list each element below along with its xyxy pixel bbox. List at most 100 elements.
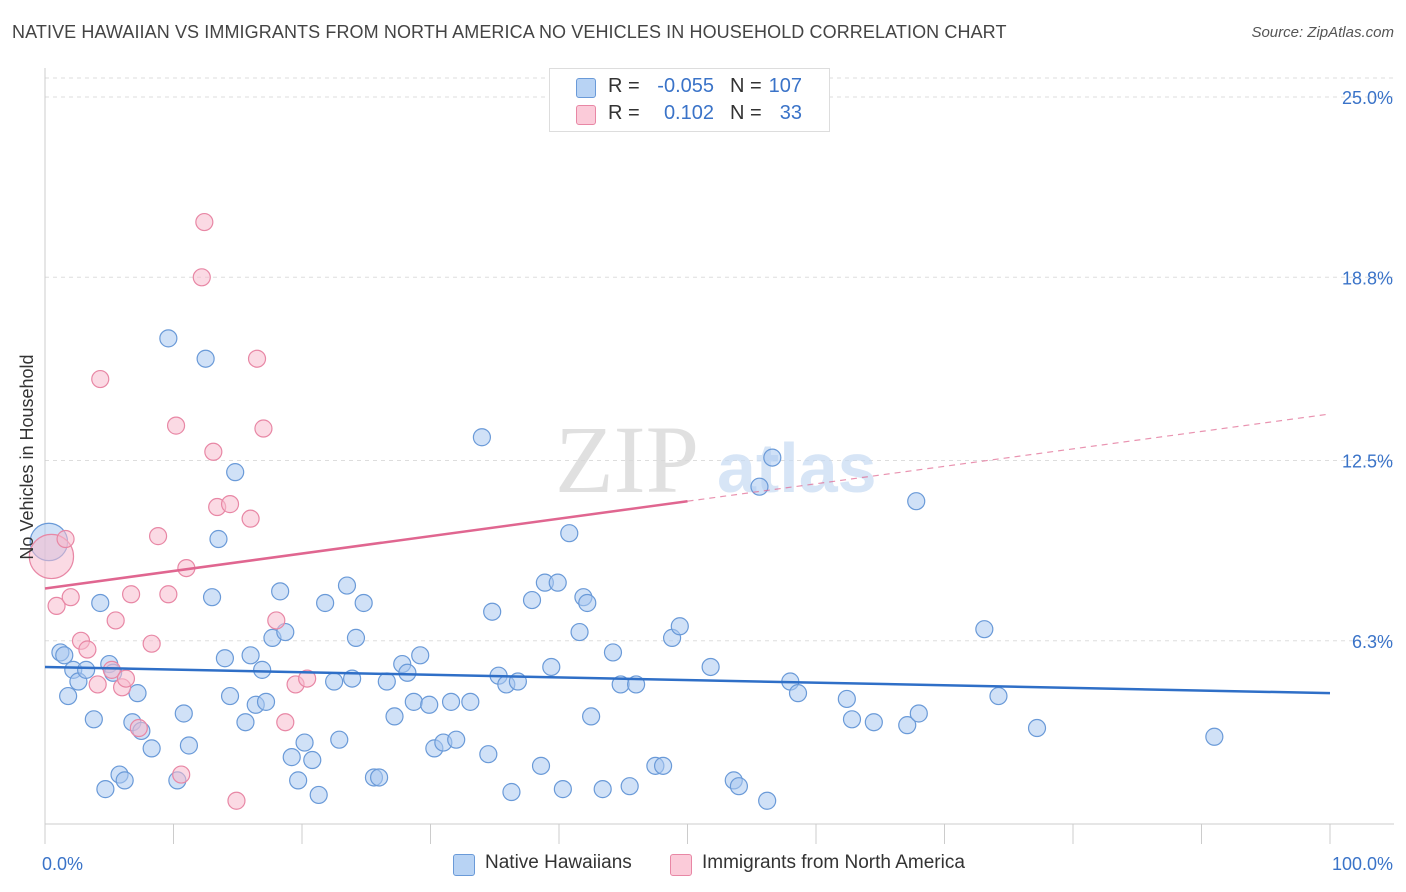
legend-r-value: 0.102 (663, 102, 714, 124)
point-native-hawaiian (842, 710, 862, 729)
legend-r-value: -0.055 (657, 75, 714, 97)
point-native-hawaiian (241, 646, 260, 665)
point-native-hawaiian (447, 730, 466, 749)
point-immigrant (172, 765, 191, 784)
series-native-hawaiians (29, 329, 1224, 810)
point-native-hawaiian (864, 713, 883, 732)
point-native-hawaiian (77, 660, 96, 679)
point-native-hawaiian (256, 692, 276, 711)
point-native-hawaiian (788, 684, 808, 703)
point-native-hawaiian (461, 692, 480, 711)
point-native-hawaiian (84, 710, 103, 729)
point-immigrant (88, 675, 107, 694)
legend-n-value: 33 (779, 102, 802, 124)
point-native-hawaiian (202, 588, 222, 607)
trend-line-native-hawaiians (44, 665, 1331, 695)
point-native-hawaiian (560, 524, 579, 543)
point-native-hawaiian (236, 713, 255, 732)
point-native-hawaiian (670, 617, 689, 636)
point-immigrant (159, 585, 178, 604)
point-immigrant (220, 495, 240, 514)
point-immigrant (192, 268, 211, 287)
point-native-hawaiian (411, 646, 430, 665)
point-native-hawaiian (325, 672, 344, 691)
point-native-hawaiian (271, 582, 290, 601)
point-immigrant (276, 713, 295, 732)
point-immigrant (61, 588, 80, 607)
point-native-hawaiian (729, 777, 749, 796)
point-immigrant (267, 611, 286, 630)
point-immigrant (91, 369, 110, 389)
y-tick-label: 18.8% (1342, 268, 1393, 288)
point-immigrant (254, 419, 273, 438)
point-native-hawaiian (758, 791, 777, 810)
legend-r-label: R = (608, 102, 640, 124)
point-immigrant (298, 669, 317, 688)
point-immigrant (241, 509, 260, 528)
point-immigrant (102, 660, 121, 679)
point-native-hawaiian (441, 692, 461, 711)
point-native-hawaiian (91, 593, 110, 613)
point-native-hawaiian (128, 684, 147, 703)
y-tick-label: 25.0% (1342, 88, 1393, 108)
legend-n-label: N = (730, 75, 762, 97)
point-native-hawaiian (1205, 727, 1224, 746)
point-native-hawaiian (479, 745, 498, 764)
point-immigrant (47, 596, 66, 616)
point-native-hawaiian (354, 593, 373, 613)
point-immigrant (166, 416, 186, 435)
x-tick-label: 100.0% (1332, 854, 1393, 874)
point-native-hawaiian (750, 477, 769, 496)
point-native-hawaiian (763, 448, 782, 467)
point-immigrant (247, 349, 267, 368)
bottom-legend-label: Immigrants from North America (702, 852, 965, 873)
point-immigrant (148, 527, 168, 546)
point-native-hawaiian (570, 622, 589, 642)
point-native-hawaiian (398, 663, 417, 682)
point-native-hawaiian (1027, 718, 1047, 738)
legend-swatch-pink (576, 105, 596, 125)
point-native-hawaiian (404, 692, 423, 711)
point-native-hawaiian (55, 646, 74, 665)
point-native-hawaiian (253, 660, 272, 679)
point-immigrant (106, 611, 125, 630)
point-native-hawaiian (59, 686, 78, 706)
trend-lines (44, 413, 1331, 695)
trend-line-immigrants (44, 499, 688, 590)
bottom-legend-swatch-blue (453, 854, 475, 876)
point-immigrant (142, 634, 161, 653)
point-native-hawaiian (989, 686, 1008, 706)
legend-n-value: 107 (768, 75, 802, 97)
point-native-hawaiian (620, 777, 639, 796)
point-native-hawaiian (115, 771, 134, 790)
y-axis-title: No Vehicles in Household (17, 354, 37, 559)
legend-row-native-hawaiians: R = -0.055 N = 107 (550, 73, 829, 101)
legend-swatch-blue (576, 78, 596, 98)
point-native-hawaiian (531, 756, 551, 775)
y-tick-label: 12.5% (1342, 452, 1393, 472)
axes (44, 68, 1394, 844)
point-native-hawaiian (282, 748, 301, 767)
point-native-hawaiian (653, 756, 673, 775)
point-immigrant (78, 640, 97, 659)
x-tick-labels: 0.0% 100.0% (42, 854, 1393, 874)
point-native-hawaiian (483, 602, 502, 621)
point-native-hawaiian (909, 704, 928, 723)
point-native-hawaiian (295, 733, 314, 752)
point-immigrant (121, 585, 141, 604)
point-native-hawaiian (472, 428, 491, 447)
trend-line-immigrants-projection (687, 413, 1331, 502)
legend-r-label: R = (608, 75, 640, 97)
point-immigrant (195, 212, 214, 232)
point-native-hawaiian (553, 780, 572, 799)
point-native-hawaiian (837, 689, 856, 709)
series-immigrants-north-america (28, 212, 317, 810)
point-native-hawaiian (289, 771, 308, 790)
point-immigrant (56, 529, 75, 549)
point-native-hawaiian (377, 672, 396, 691)
point-native-hawaiian (330, 730, 349, 749)
grid-lines (45, 77, 1394, 642)
watermark-atlas: atlas (717, 429, 877, 507)
point-native-hawaiian (548, 573, 567, 592)
point-native-hawaiian (542, 657, 561, 677)
